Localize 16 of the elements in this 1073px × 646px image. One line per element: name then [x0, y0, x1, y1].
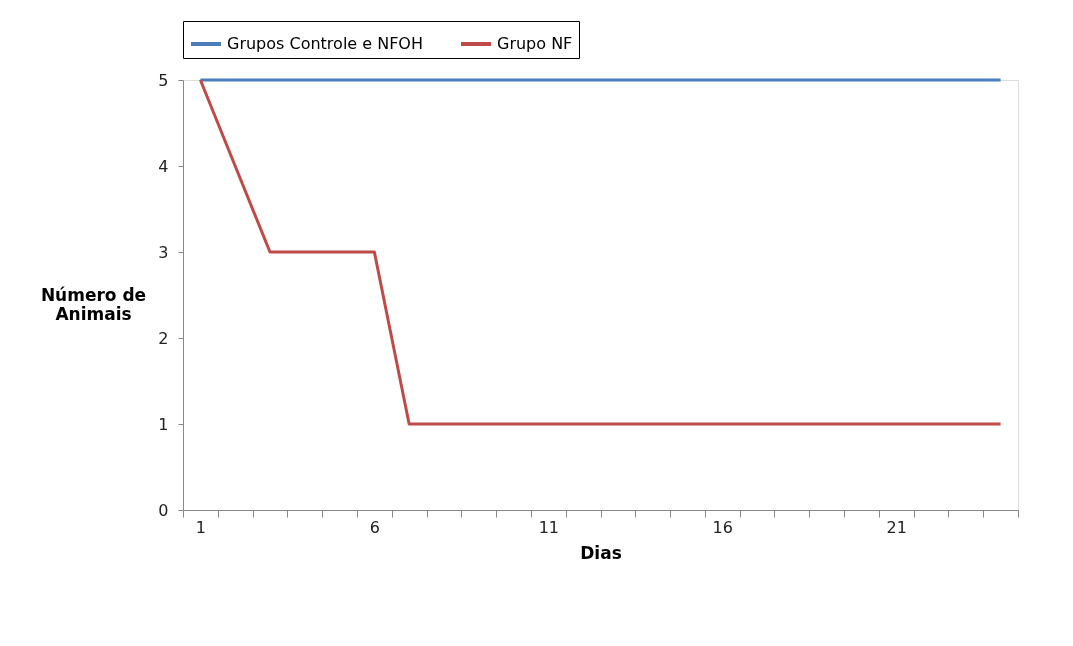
x-tick-label: 21	[886, 517, 907, 537]
x-tick-label: 6	[369, 517, 380, 537]
legend-label: Grupos Controle e NFOH	[227, 34, 423, 53]
y-tick-label: 5	[158, 70, 169, 90]
y-axis-title: Número de Animais	[40, 284, 147, 324]
y-tick-label: 3	[158, 242, 169, 262]
y-tick-label: 1	[158, 414, 169, 434]
x-tick-label: 1	[195, 517, 206, 537]
x-tick-label: 11	[538, 517, 559, 537]
legend-label: Grupo NF	[497, 34, 573, 53]
line-series	[198, 78, 1003, 426]
y-tick-label: 2	[158, 328, 169, 348]
x-axis-title: Dias	[580, 542, 622, 563]
y-tick-label: 4	[158, 156, 169, 176]
y-tick-label: 0	[158, 500, 169, 520]
x-tick-label: 16	[712, 517, 733, 537]
